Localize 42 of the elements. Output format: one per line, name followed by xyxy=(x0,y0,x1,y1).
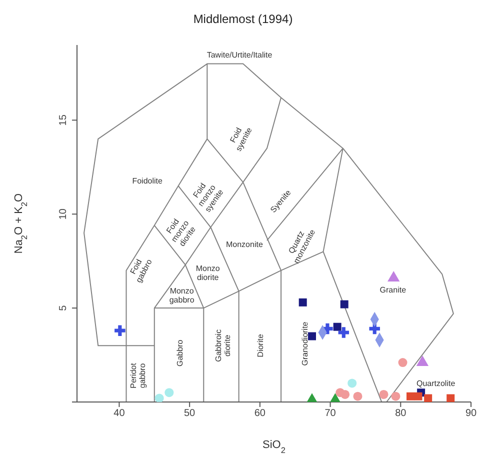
x-tick-label: 90 xyxy=(465,408,477,420)
annotation: Granodiorite xyxy=(300,321,310,366)
point xyxy=(340,300,348,308)
point xyxy=(308,332,316,340)
x-tick-label: 70 xyxy=(324,408,336,420)
annotation: Monzo gabbro xyxy=(169,286,195,304)
point xyxy=(298,298,307,306)
y-tick-label: 5 xyxy=(58,304,69,311)
point xyxy=(154,394,164,402)
annotation: Tawite/Urtite/Italite xyxy=(206,50,273,60)
point xyxy=(446,394,455,402)
annotation: Gabbroic diorite xyxy=(214,329,232,362)
y-tick-label: 15 xyxy=(58,114,69,126)
x-tick-label: 60 xyxy=(254,408,266,420)
point xyxy=(391,392,400,401)
point xyxy=(114,325,126,336)
point xyxy=(164,388,174,398)
x-tick-label: 80 xyxy=(395,408,407,420)
annotation: Gabbro xyxy=(176,339,185,366)
annotation: Granite xyxy=(380,285,407,294)
point xyxy=(338,327,350,338)
x-tick-label: 50 xyxy=(184,408,196,420)
point xyxy=(348,378,357,388)
point xyxy=(398,358,408,368)
annotation: Foidolite xyxy=(132,176,164,186)
y-tick-label: 10 xyxy=(58,208,69,220)
point xyxy=(414,392,422,400)
chart-title: Middlemost (1994) xyxy=(192,12,294,26)
annotation: Quartzolite xyxy=(416,379,456,388)
point xyxy=(353,392,362,401)
point xyxy=(406,392,414,400)
point xyxy=(379,390,388,399)
point xyxy=(416,356,429,366)
annotation: Diorite xyxy=(256,334,265,358)
point xyxy=(424,394,432,402)
point xyxy=(333,322,342,331)
annotation: Monzo diorite xyxy=(196,264,220,282)
x-tick-label: 40 xyxy=(114,408,126,420)
x-axis-title: SiO$_{2}$ xyxy=(262,439,286,454)
annotation: Monzonite xyxy=(226,240,264,250)
annotation: Peridot gabbro xyxy=(129,362,148,388)
point xyxy=(340,390,350,399)
